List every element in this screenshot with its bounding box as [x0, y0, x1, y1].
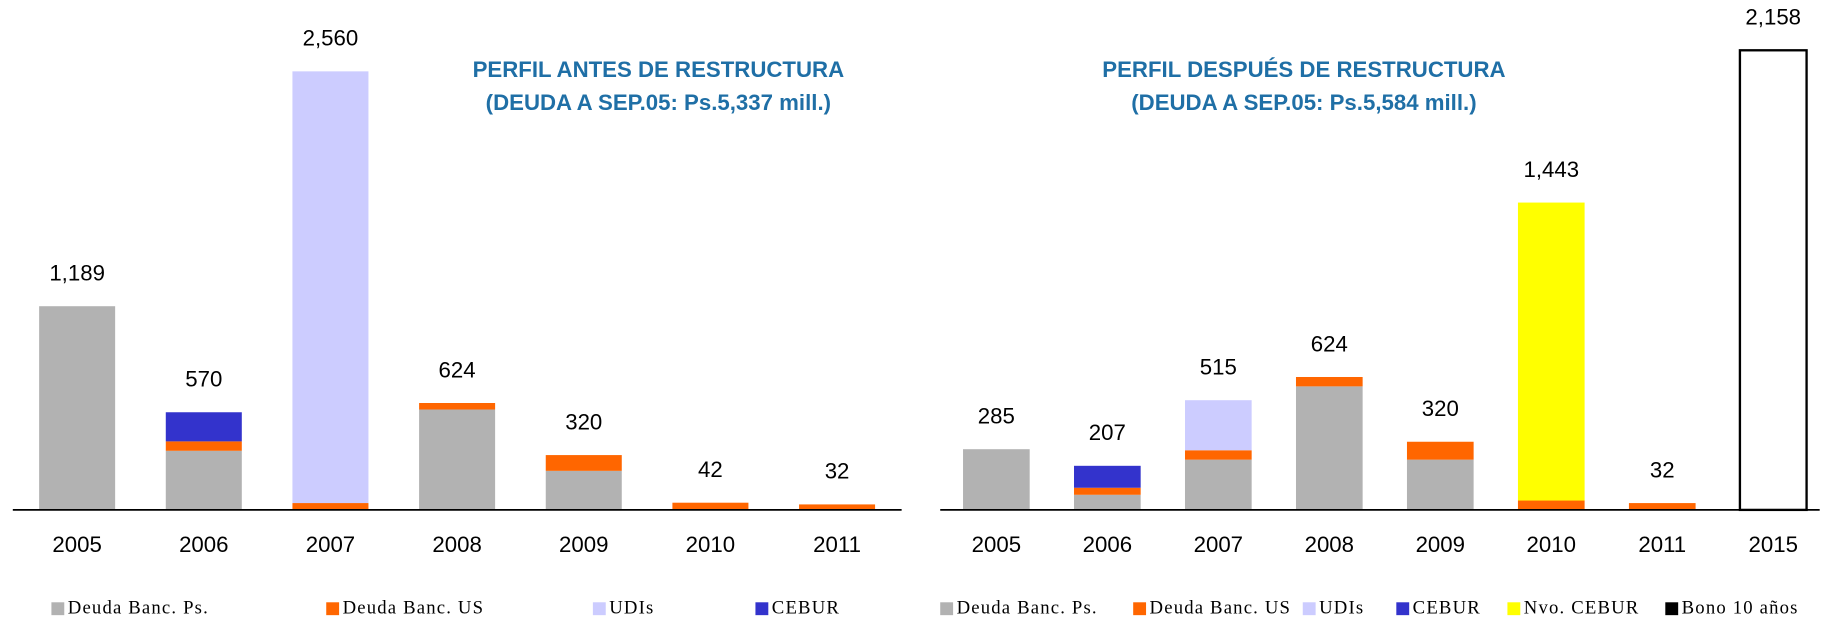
total-label: 285: [978, 403, 1015, 428]
bar-segment: [165, 450, 242, 510]
chart-subtitle: (DEUDA A SEP.05: Ps.5,337 mill.): [486, 90, 831, 115]
bar-segment: [1074, 494, 1141, 510]
x-tick-label: 2008: [432, 532, 481, 557]
bar-segment: [1074, 465, 1141, 488]
total-label: 2,158: [1745, 5, 1801, 30]
bar-segment: [165, 441, 242, 451]
bar-segment: [545, 470, 622, 510]
bar-segment: [1406, 459, 1474, 510]
total-label: 320: [1422, 396, 1459, 421]
bar-segment: [672, 502, 749, 510]
legend-swatch: [592, 602, 606, 616]
total-label: 320: [565, 409, 602, 434]
x-tick-label: 2008: [1305, 532, 1354, 557]
total-label: 624: [439, 357, 476, 382]
total-label: 1,189: [49, 261, 105, 286]
legend-label: Nvo. CEBUR: [1524, 598, 1640, 619]
x-tick-label: 2015: [1749, 532, 1798, 557]
legend-label: CEBUR: [1413, 598, 1481, 619]
total-label: 207: [1089, 420, 1126, 445]
legend-label: UDIs: [609, 598, 654, 619]
total-label: 624: [1311, 331, 1348, 356]
x-tick-label: 2011: [813, 532, 861, 557]
x-tick-label: 2009: [559, 532, 608, 557]
x-tick-label: 2011: [1638, 532, 1686, 557]
legend-swatch: [755, 602, 769, 616]
chart-title: PERFIL DESPUÉS DE RESTRUCTURA: [1102, 57, 1505, 82]
bar-segment: [1295, 386, 1363, 510]
chart-title: PERFIL ANTES DE RESTRUCTURA: [473, 57, 845, 82]
bar-segment: [1738, 49, 1808, 512]
bar-segment: [292, 503, 369, 510]
legend-swatch: [1133, 602, 1147, 616]
legend-label: Deuda Banc. Ps.: [68, 598, 209, 619]
legend-swatch: [1665, 602, 1679, 616]
x-tick-label: 2007: [1194, 532, 1243, 557]
bar-segment: [1517, 500, 1585, 510]
x-tick-label: 2006: [179, 532, 228, 557]
bar-segment: [545, 455, 622, 471]
total-label: 42: [698, 457, 723, 482]
bar-segment: [1628, 503, 1696, 510]
x-tick-label: 2005: [972, 532, 1021, 557]
bar-segment: [419, 409, 496, 510]
total-label: 515: [1200, 355, 1237, 380]
legend-swatch: [51, 602, 65, 616]
x-tick-label: 2010: [686, 532, 735, 557]
total-label: 32: [825, 459, 850, 484]
bar-segment: [1406, 441, 1474, 460]
total-label: 1,443: [1523, 157, 1579, 182]
x-tick-label: 2010: [1527, 532, 1576, 557]
bar-segment: [1295, 376, 1363, 387]
total-label: 2,560: [303, 26, 359, 51]
bar-segment: [165, 412, 242, 442]
legend-label: Deuda Banc. US: [343, 598, 485, 619]
legend-label: Bono 10 años: [1682, 598, 1799, 619]
bar-segment: [1184, 459, 1252, 510]
bar-segment: [799, 504, 876, 510]
legend-label: CEBUR: [772, 598, 840, 619]
bar-segment: [419, 402, 496, 410]
x-tick-label: 2006: [1083, 532, 1132, 557]
bar-segment: [963, 449, 1030, 510]
legend-label: Deuda Banc. Ps.: [957, 598, 1098, 619]
x-tick-label: 2009: [1416, 532, 1465, 557]
x-tick-label: 2007: [306, 532, 355, 557]
legend-label: UDIs: [1319, 598, 1364, 619]
legend-swatch: [1507, 602, 1521, 616]
bar-segment: [1074, 487, 1141, 495]
bar-segment: [1184, 450, 1252, 460]
chart-subtitle: (DEUDA A SEP.05: Ps.5,584 mill.): [1131, 90, 1476, 115]
legend-swatch: [326, 602, 340, 616]
total-label: 32: [1650, 457, 1675, 482]
legend-swatch: [1302, 602, 1316, 616]
total-label: 570: [185, 367, 222, 392]
x-tick-label: 2005: [52, 532, 101, 557]
bar-segment: [1184, 400, 1252, 451]
legend-label: Deuda Banc. US: [1150, 598, 1292, 619]
legend-swatch: [940, 602, 954, 616]
bar-segment: [292, 71, 369, 504]
bar-segment: [1517, 202, 1585, 501]
bar-segment: [39, 306, 116, 510]
legend-swatch: [1396, 602, 1410, 616]
